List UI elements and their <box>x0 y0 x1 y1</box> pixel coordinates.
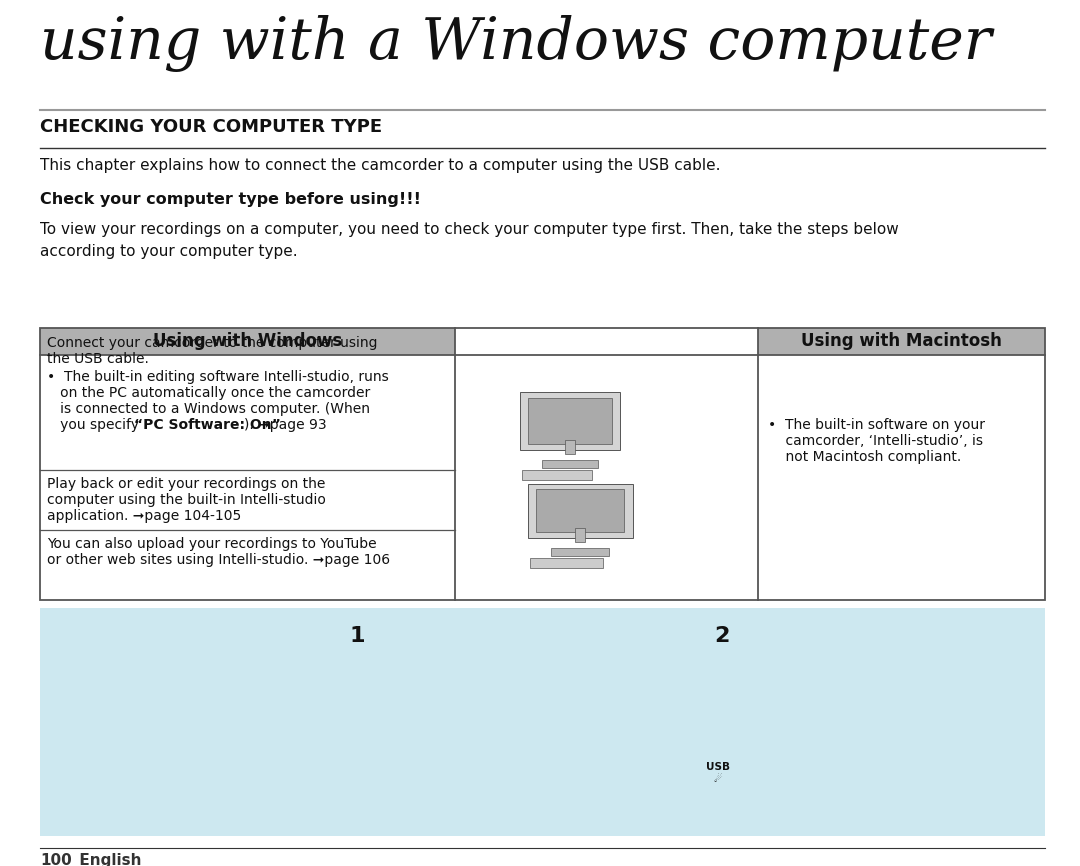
Text: To view your recordings on a computer, you need to check your computer type firs: To view your recordings on a computer, y… <box>40 222 899 237</box>
Bar <box>519 392 620 450</box>
Text: You can also upload your recordings to YouTube: You can also upload your recordings to Y… <box>48 537 377 551</box>
Text: the USB cable.: the USB cable. <box>48 352 149 366</box>
Text: •  The built-in editing software Intelli-studio, runs: • The built-in editing software Intelli-… <box>48 370 389 384</box>
Bar <box>527 483 633 538</box>
Text: This chapter explains how to connect the camcorder to a computer using the USB c: This chapter explains how to connect the… <box>40 158 720 173</box>
Bar <box>528 398 612 444</box>
Text: •  The built-in software on your: • The built-in software on your <box>768 418 985 432</box>
Bar <box>551 547 609 555</box>
Bar <box>758 328 1045 355</box>
Text: 2: 2 <box>714 626 730 646</box>
Bar <box>542 460 598 468</box>
Bar <box>565 440 575 454</box>
Bar <box>40 608 1045 836</box>
Bar <box>522 470 592 480</box>
Text: Using with Macintosh: Using with Macintosh <box>801 333 1002 351</box>
Text: not Macintosh compliant.: not Macintosh compliant. <box>768 450 961 464</box>
Text: ). ➞page 93: ). ➞page 93 <box>244 418 327 432</box>
Text: on the PC automatically once the camcorder: on the PC automatically once the camcord… <box>48 386 370 400</box>
Text: you specify: you specify <box>48 418 144 432</box>
Text: application. ➞page 104-105: application. ➞page 104-105 <box>48 509 241 523</box>
Text: Connect your camcorder to the computer using: Connect your camcorder to the computer u… <box>48 336 378 350</box>
Text: is connected to a Windows computer. (When: is connected to a Windows computer. (Whe… <box>48 402 370 416</box>
Text: Play back or edit your recordings on the: Play back or edit your recordings on the <box>48 477 325 491</box>
Text: “PC Software: On”: “PC Software: On” <box>134 418 281 432</box>
Text: USB: USB <box>706 762 730 772</box>
Text: according to your computer type.: according to your computer type. <box>40 244 298 259</box>
Bar <box>40 328 455 355</box>
Text: Using with Windows: Using with Windows <box>153 333 342 351</box>
Text: or other web sites using Intelli-studio. ➞page 106: or other web sites using Intelli-studio.… <box>48 553 390 567</box>
Bar <box>575 527 585 541</box>
Bar <box>40 328 1045 600</box>
Text: Check your computer type before using!!!: Check your computer type before using!!! <box>40 192 421 207</box>
Text: computer using the built-in Intelli-studio: computer using the built-in Intelli-stud… <box>48 493 326 507</box>
Text: ☄: ☄ <box>714 774 723 784</box>
Text: CHECKING YOUR COMPUTER TYPE: CHECKING YOUR COMPUTER TYPE <box>40 118 382 136</box>
Text: 100_English: 100_English <box>40 853 141 866</box>
Text: camcorder, ‘Intelli-studio’, is: camcorder, ‘Intelli-studio’, is <box>768 434 983 448</box>
Bar <box>536 488 624 533</box>
Text: 1: 1 <box>349 626 365 646</box>
Text: using with a Windows computer: using with a Windows computer <box>40 15 991 72</box>
Bar <box>529 558 603 567</box>
